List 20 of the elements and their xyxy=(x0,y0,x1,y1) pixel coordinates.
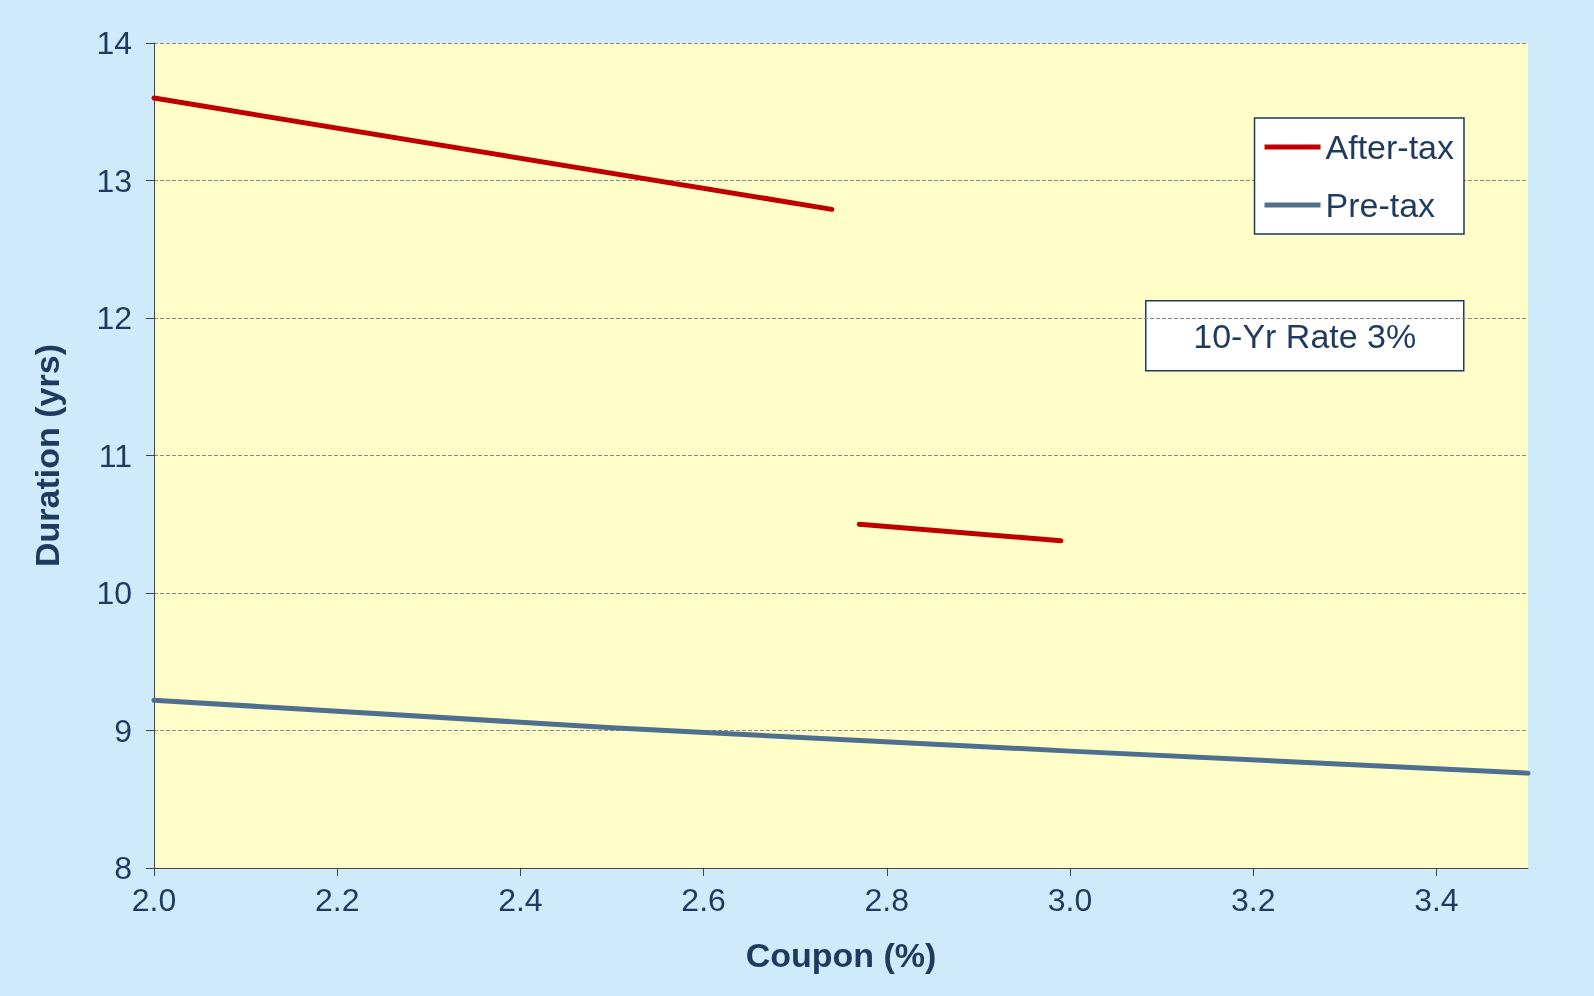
y-tick-label: 9 xyxy=(114,712,132,749)
x-tick-label: 2.6 xyxy=(681,882,726,918)
x-tick-label: 2.0 xyxy=(131,882,177,918)
y-tick-label: 14 xyxy=(96,25,132,61)
x-tick-label: 3.0 xyxy=(1047,882,1093,918)
y-axis-title: Duration (yrs) xyxy=(28,344,66,567)
y-tick-label: 13 xyxy=(96,162,132,199)
y-tick-label: 12 xyxy=(96,300,132,336)
y-tick-label: 11 xyxy=(98,437,132,474)
legend-label: After-tax xyxy=(1325,128,1454,166)
x-tick-label: 2.8 xyxy=(864,882,910,918)
legend-label: Pre-tax xyxy=(1325,186,1436,224)
x-tick-label: 2.2 xyxy=(314,882,360,918)
y-tick-label: 8 xyxy=(114,850,132,886)
x-tick-label: 3.2 xyxy=(1230,882,1276,918)
annotation: 10-Yr Rate 3% xyxy=(1193,316,1417,355)
x-tick-label: 2.4 xyxy=(498,882,543,918)
x-axis-title: Coupon (%) xyxy=(745,936,937,974)
x-tick-label: 3.4 xyxy=(1414,882,1459,918)
y-tick-label: 10 xyxy=(96,575,132,611)
